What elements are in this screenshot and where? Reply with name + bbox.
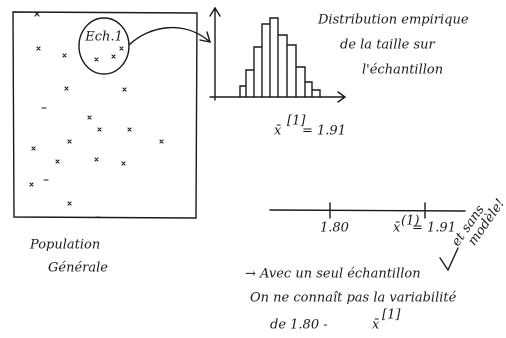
right-symbol: x̄ (393, 221, 401, 236)
sample-circle (79, 18, 129, 74)
conclusion: → Avec un seul échantillon (245, 267, 421, 282)
population-label: Générale (48, 261, 108, 276)
number-line (270, 203, 465, 218)
histogram-caption: l'échantillon (362, 63, 443, 78)
right-value: = 1.91 (412, 221, 456, 236)
conclusion: x̄ (372, 318, 380, 333)
sample-label: Ech.1 (84, 30, 123, 45)
histogram-bars (240, 18, 320, 97)
left-label: 1.80 (320, 221, 349, 236)
histogram-caption: Distribution empirique (317, 13, 469, 28)
arrow (129, 28, 210, 45)
conclusion: On ne connaît pas la variabilité (250, 291, 457, 306)
histogram-caption: de la taille sur (340, 38, 436, 53)
population-label: Population (29, 238, 100, 253)
mean-symbol: x̄ (274, 124, 282, 139)
conclusion: [1] (382, 308, 401, 323)
check (440, 248, 458, 270)
mean-value: = 1.91 (302, 124, 346, 139)
diagram: Ech.1 Population Générale Distribution e… (0, 0, 506, 338)
conclusion: de 1.80 - (270, 318, 328, 333)
